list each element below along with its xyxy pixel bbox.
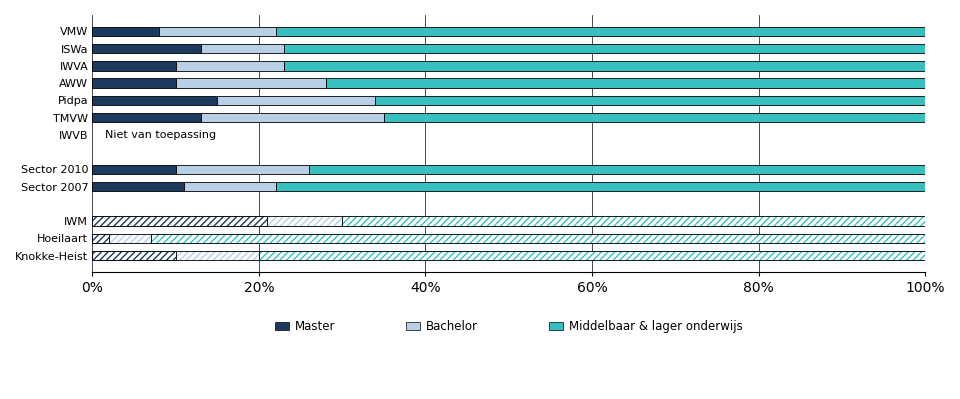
Bar [375,96,925,105]
Bar [267,216,342,226]
Bar [92,216,267,226]
Bar [201,44,284,53]
Bar [151,233,925,243]
Bar [176,251,259,260]
Bar [259,251,925,260]
Bar [284,44,925,53]
Bar [176,61,284,71]
Bar [92,165,176,174]
Bar [217,96,375,105]
Legend: Master, Bachelor, Middelbaar & lager onderwijs: Master, Bachelor, Middelbaar & lager ond… [270,316,748,338]
Bar [151,233,925,243]
Bar [92,78,176,88]
Bar [176,78,325,88]
Bar [92,233,108,243]
Bar [201,113,384,122]
Bar [159,27,276,36]
Bar [92,61,176,71]
Bar [92,182,184,191]
Bar [176,165,309,174]
Bar [92,113,201,122]
Bar [108,233,151,243]
Bar [92,251,176,260]
Bar [176,251,259,260]
Bar [92,251,176,260]
Bar [184,182,276,191]
Bar [92,27,159,36]
Bar [276,182,925,191]
Bar [108,233,151,243]
Text: Niet van toepassing: Niet van toepassing [105,130,216,140]
Bar [92,96,217,105]
Bar [384,113,925,122]
Bar [342,216,925,226]
Bar [309,165,925,174]
Bar [276,27,925,36]
Bar [284,61,925,71]
Bar [92,233,108,243]
Bar [267,216,342,226]
Bar [325,78,925,88]
Bar [92,216,267,226]
Bar [259,251,925,260]
Bar [342,216,925,226]
Bar [92,44,201,53]
